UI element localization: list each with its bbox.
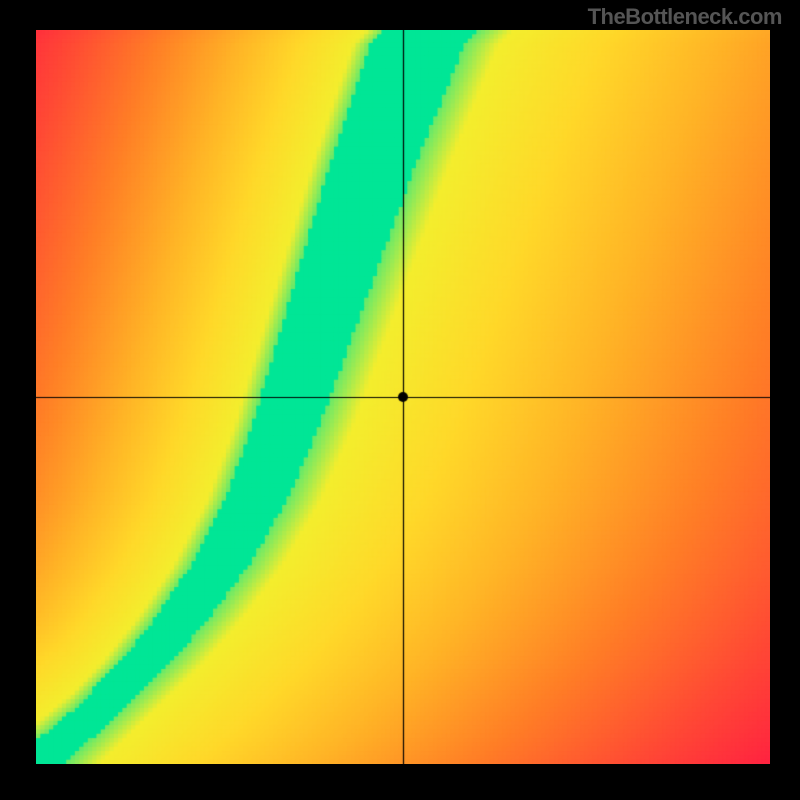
watermark-text: TheBottleneck.com: [588, 4, 782, 30]
crosshair-overlay: [36, 30, 770, 764]
chart-container: TheBottleneck.com: [0, 0, 800, 800]
